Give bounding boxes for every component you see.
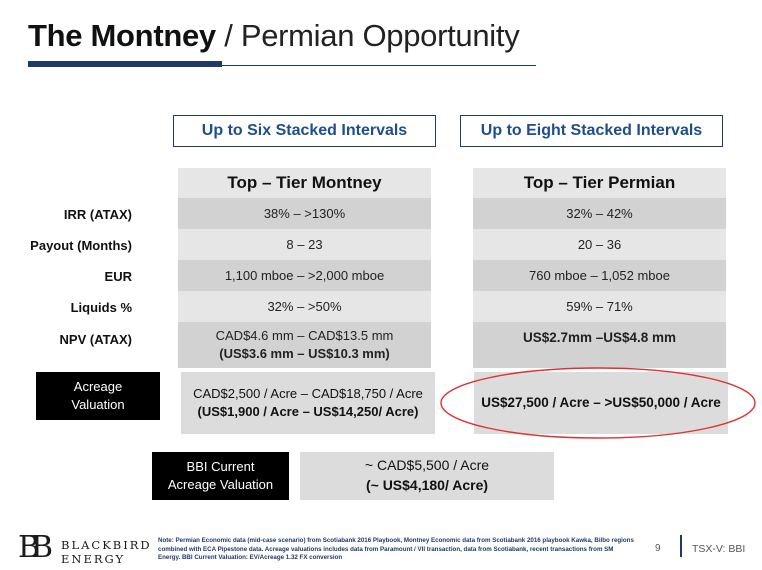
montney-table: Top – Tier Montney 38% – >130% 8 – 23 1,… — [178, 168, 431, 368]
bbi-value-line2: (~ US$4,180/ Acre) — [365, 477, 489, 493]
row-label-eur: EUR — [104, 269, 132, 284]
permian-eur: 760 mboe – 1,052 mboe — [473, 260, 726, 291]
footnote: Note: Permian Economic data (mid-case sc… — [158, 537, 634, 562]
montney-eur: 1,100 mboe – >2,000 mboe — [178, 260, 431, 291]
ticker-symbol: TSX-V: BBI — [692, 543, 746, 555]
title-bold: The Montney — [28, 18, 216, 53]
montney-liquids: 32% – >50% — [267, 299, 342, 314]
bbi-value-line1: ~ CAD$5,500 / Acre — [364, 457, 490, 474]
row-label-irr: IRR (ATAX) — [63, 207, 132, 222]
acreage-valuation-label: Acreage Valuation — [36, 372, 160, 420]
logo-text-line1: BLACKBIRD — [61, 538, 152, 552]
montney-npv: CAD$4.6 mm – CAD$13.5 mm (US$3.6 mm – US… — [178, 322, 431, 368]
blackbird-logo-mark: BB — [18, 530, 53, 565]
montney-col-title: Top – Tier Montney — [227, 173, 382, 192]
permian-npv: US$2.7mm –US$4.8 mm — [473, 322, 726, 368]
logo-text-line2: ENERGY — [61, 552, 126, 566]
row-label-npv: NPV (ATAX) — [59, 332, 132, 347]
row-label-liquids: Liquids % — [70, 300, 132, 315]
bbi-valuation-label: BBI Current Acreage Valuation — [152, 452, 289, 500]
highlight-ellipse — [440, 367, 756, 439]
footer-divider — [680, 535, 682, 557]
permian-payout: 20 – 36 — [577, 237, 622, 252]
permian-irr: 32% – 42% — [473, 198, 726, 229]
montney-payout: 8 – 23 — [286, 237, 323, 252]
permian-liquids: 59% – 71% — [566, 299, 633, 314]
bbi-label-line1: BBI Current — [186, 459, 255, 475]
montney-npv-line2: (US$3.6 mm – US$10.3 mm) — [219, 346, 390, 361]
title-underline — [28, 61, 222, 67]
row-label-payout: Payout (Months) — [30, 238, 132, 253]
page-number: 9 — [655, 543, 661, 554]
permian-table: Top – Tier Permian 32% – 42% 20 – 36 760… — [473, 168, 726, 368]
permian-acreage-text: US$27,500 / Acre – >US$50,000 / Acre — [481, 394, 721, 410]
acreage-label-line2: Valuation — [71, 397, 125, 412]
montney-header-box: Up to Six Stacked Intervals — [173, 115, 436, 147]
permian-acreage-value: US$27,500 / Acre – >US$50,000 / Acre — [474, 372, 728, 434]
montney-npv-line1: CAD$4.6 mm – CAD$13.5 mm — [215, 328, 394, 344]
page-title: The Montney / Permian Opportunity — [28, 18, 520, 54]
acreage-label-line1: Acreage — [73, 379, 123, 395]
permian-col-title: Top – Tier Permian — [523, 173, 676, 192]
title-rule — [28, 65, 536, 66]
permian-header-box: Up to Eight Stacked Intervals — [460, 115, 723, 147]
montney-acreage-value: CAD$2,500 / Acre – CAD$18,750 / Acre (US… — [181, 372, 435, 434]
bbi-label-line2: Acreage Valuation — [167, 477, 274, 492]
title-rest: / Permian Opportunity — [215, 18, 520, 53]
montney-acreage-line1: CAD$2,500 / Acre – CAD$18,750 / Acre — [193, 385, 423, 401]
montney-acreage-line2: (US$1,900 / Acre – US$14,250/ Acre) — [197, 404, 419, 419]
bbi-valuation-value: ~ CAD$5,500 / Acre (~ US$4,180/ Acre) — [300, 452, 554, 500]
montney-irr: 38% – >130% — [178, 198, 431, 229]
